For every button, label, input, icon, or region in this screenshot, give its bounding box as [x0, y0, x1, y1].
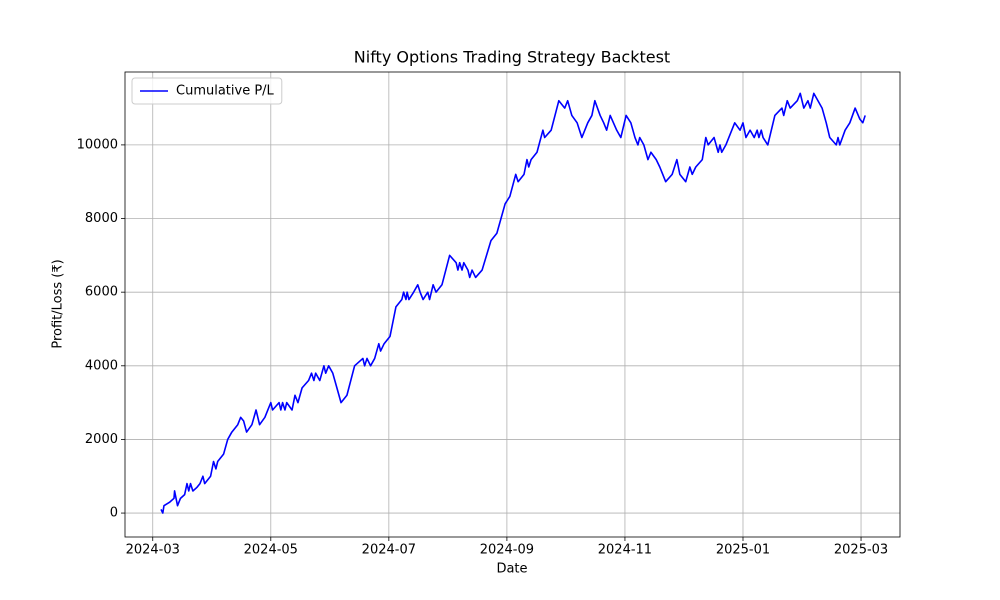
x-tick-label: 2024-05 — [244, 543, 298, 558]
y-tick-label: 6000 — [85, 285, 118, 300]
legend: Cumulative P/L — [131, 77, 283, 105]
legend-label: Cumulative P/L — [176, 84, 275, 99]
y-tick-label: 10000 — [77, 137, 118, 152]
x-tick-label: 2024-11 — [598, 543, 652, 558]
legend-box — [131, 77, 283, 105]
x-axis-label: Date — [496, 562, 527, 577]
x-tick-label: 2024-09 — [480, 543, 534, 558]
x-tick-label: 2024-07 — [362, 543, 416, 558]
y-tick-label: 4000 — [85, 358, 118, 373]
x-tick-label: 2024-03 — [126, 543, 180, 558]
chart-title: Nifty Options Trading Strategy Backtest — [354, 48, 670, 67]
x-tick-label: 2025-01 — [716, 543, 770, 558]
data-line — [160, 92, 866, 514]
y-tick-label: 8000 — [85, 211, 118, 226]
y-tick-label: 2000 — [85, 432, 118, 447]
y-tick-label: 0 — [110, 506, 118, 521]
plot-frame — [124, 71, 901, 538]
y-axis-label: Profit/Loss (₹) — [51, 259, 66, 348]
x-tick-label: 2025-03 — [834, 543, 888, 558]
